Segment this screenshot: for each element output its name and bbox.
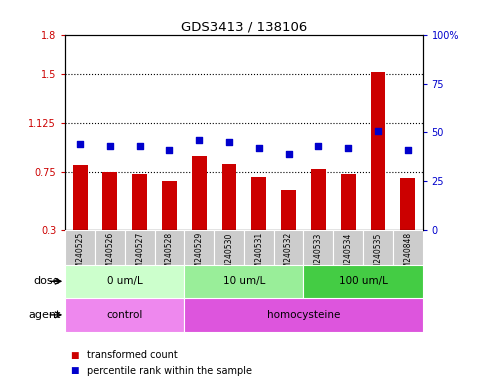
Text: GSM240530: GSM240530 — [225, 232, 233, 278]
Bar — [102, 172, 117, 230]
Text: GSM240535: GSM240535 — [373, 232, 383, 278]
Text: GSM240526: GSM240526 — [105, 232, 114, 278]
Point — [195, 137, 203, 143]
Bar — [95, 230, 125, 265]
Bar — [185, 230, 214, 265]
Text: GSM240529: GSM240529 — [195, 232, 204, 278]
Bar — [214, 230, 244, 265]
Text: GSM240528: GSM240528 — [165, 232, 174, 278]
Point — [225, 139, 233, 146]
Bar — [274, 230, 303, 265]
Bar — [162, 181, 177, 230]
Text: GSM240531: GSM240531 — [255, 232, 263, 278]
Bar — [65, 298, 185, 332]
Bar — [72, 165, 87, 230]
Bar — [311, 169, 326, 230]
Bar — [303, 230, 333, 265]
Text: GSM240848: GSM240848 — [403, 232, 412, 278]
Text: 0 um/L: 0 um/L — [107, 276, 142, 286]
Bar — [363, 230, 393, 265]
Point — [255, 145, 263, 151]
Point — [404, 147, 412, 153]
Bar — [370, 73, 385, 230]
Point — [166, 147, 173, 153]
Point — [374, 127, 382, 134]
Bar — [125, 230, 155, 265]
Text: 10 um/L: 10 um/L — [223, 276, 265, 286]
Bar — [393, 230, 423, 265]
Text: GSM240525: GSM240525 — [76, 232, 85, 278]
Point — [106, 143, 114, 149]
Text: transformed count: transformed count — [87, 350, 178, 360]
Bar — [65, 230, 95, 265]
Bar — [185, 265, 303, 298]
Bar — [251, 177, 266, 230]
Point — [285, 151, 293, 157]
Bar — [192, 156, 207, 230]
Bar — [341, 174, 355, 230]
Bar — [244, 230, 274, 265]
Bar — [400, 178, 415, 230]
Bar — [185, 298, 423, 332]
Text: dose: dose — [34, 276, 60, 286]
Text: control: control — [107, 310, 143, 320]
Bar — [303, 265, 423, 298]
Text: ■: ■ — [70, 366, 79, 375]
Bar — [222, 164, 237, 230]
Text: GSM240532: GSM240532 — [284, 232, 293, 278]
Bar — [155, 230, 185, 265]
Point — [136, 143, 143, 149]
Bar — [281, 190, 296, 230]
Point — [76, 141, 84, 147]
Text: 100 um/L: 100 um/L — [339, 276, 387, 286]
Text: homocysteine: homocysteine — [267, 310, 340, 320]
Text: ■: ■ — [70, 351, 79, 360]
Text: GSM240534: GSM240534 — [344, 232, 353, 278]
Text: GSM240527: GSM240527 — [135, 232, 144, 278]
Bar — [333, 230, 363, 265]
Bar — [132, 174, 147, 230]
Text: GSM240533: GSM240533 — [314, 232, 323, 278]
Title: GDS3413 / 138106: GDS3413 / 138106 — [181, 20, 307, 33]
Text: percentile rank within the sample: percentile rank within the sample — [87, 366, 252, 376]
Point — [344, 145, 352, 151]
Point — [314, 143, 322, 149]
Text: agent: agent — [28, 310, 60, 320]
Bar — [65, 265, 185, 298]
